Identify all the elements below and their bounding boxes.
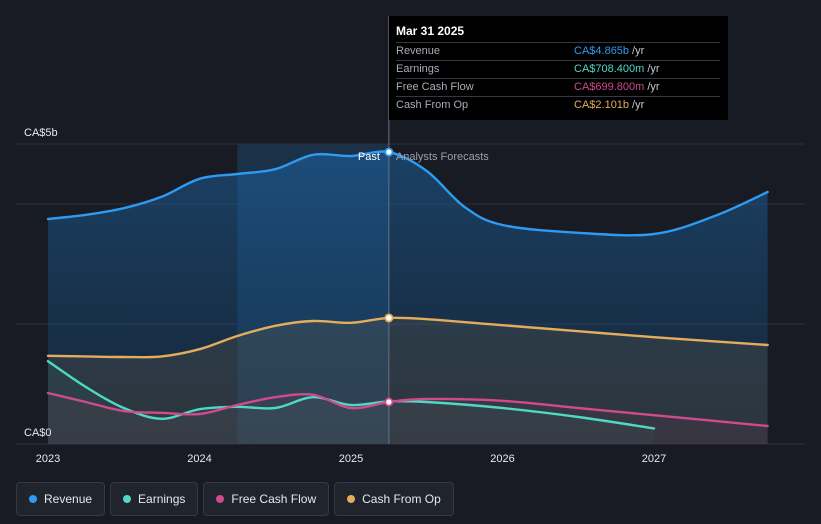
tooltip-date: Mar 31 2025 xyxy=(396,24,465,38)
tooltip-value: CA$4.865b/yr xyxy=(574,43,644,60)
legend-label: Earnings xyxy=(138,492,186,506)
tooltip-value-text: CA$4.865b xyxy=(574,45,630,57)
legend-dot-icon xyxy=(123,495,132,503)
legend-dot-icon xyxy=(347,495,356,503)
area-revenue xyxy=(48,151,768,445)
tooltip: Mar 31 2025 Revenue CA$4.865b/yr Earning… xyxy=(389,16,728,120)
legend: Revenue Earnings Free Cash Flow Cash Fro… xyxy=(16,482,454,516)
x-tick-2027: 2027 xyxy=(642,453,666,465)
area-cash-from-op xyxy=(48,317,768,444)
series-lines xyxy=(46,150,769,430)
point-cash-from-op xyxy=(384,313,394,323)
tooltip-value-text: CA$2.101b xyxy=(574,99,630,111)
forecast-label: Analysts Forecasts xyxy=(396,151,489,163)
point-free-cash-flow xyxy=(384,397,394,407)
tooltip-label: Revenue xyxy=(396,45,441,57)
legend-item-earnings[interactable]: Earnings xyxy=(110,482,199,516)
tooltip-unit: /yr xyxy=(632,45,645,57)
legend-label: Revenue xyxy=(44,492,93,506)
tooltip-value: CA$708.400m/yr xyxy=(574,61,660,78)
tooltip-unit: /yr xyxy=(647,63,660,75)
tooltip-label: Cash From Op xyxy=(396,99,469,111)
legend-item-cash-from-op[interactable]: Cash From Op xyxy=(334,482,454,516)
x-axis-ticks: 2023 2024 2025 2026 2027 xyxy=(36,453,666,465)
past-label: Past xyxy=(358,151,380,163)
legend-item-free-cash-flow[interactable]: Free Cash Flow xyxy=(203,482,330,516)
highlight-points xyxy=(384,147,394,407)
x-tick-2024: 2024 xyxy=(187,453,211,465)
tooltip-value: CA$2.101b/yr xyxy=(574,97,644,114)
area-free-cash-flow xyxy=(48,393,768,444)
tooltip-label: Earnings xyxy=(396,63,440,75)
tooltip-row-cash-from-op: Cash From Op CA$2.101b/yr xyxy=(396,96,720,114)
legend-item-revenue[interactable]: Revenue xyxy=(16,482,106,516)
legend-label: Cash From Op xyxy=(362,492,441,506)
tooltip-row-earnings: Earnings CA$708.400m/yr xyxy=(396,60,720,78)
y-tick-top: CA$5b xyxy=(24,127,58,139)
tooltip-value-text: CA$699.800m xyxy=(574,81,645,93)
series-areas xyxy=(48,151,768,445)
area-earnings xyxy=(48,361,654,444)
line-revenue xyxy=(46,150,769,237)
line-free-cash-flow xyxy=(46,391,769,428)
tooltip-value: CA$699.800m/yr xyxy=(574,79,660,96)
tooltip-unit: /yr xyxy=(647,81,660,93)
point-revenue xyxy=(384,147,394,157)
line-cash-from-op xyxy=(46,316,769,359)
tooltip-row-revenue: Revenue CA$4.865b/yr xyxy=(396,42,720,60)
x-tick-2025: 2025 xyxy=(339,453,363,465)
tooltip-label: Free Cash Flow xyxy=(396,81,474,93)
legend-dot-icon xyxy=(29,495,37,503)
y-tick-bottom: CA$0 xyxy=(24,427,52,439)
tooltip-unit: /yr xyxy=(632,99,645,111)
legend-label: Free Cash Flow xyxy=(231,492,317,506)
line-earnings xyxy=(46,360,656,430)
x-tick-2026: 2026 xyxy=(490,453,514,465)
tooltip-value-text: CA$708.400m xyxy=(574,63,645,75)
legend-dot-icon xyxy=(216,495,225,503)
chart-area: Past Analysts Forecasts CA$5b CA$0 2023 … xyxy=(16,16,805,465)
x-tick-2023: 2023 xyxy=(36,453,60,465)
tooltip-row-free-cash-flow: Free Cash Flow CA$699.800m/yr xyxy=(396,78,720,96)
